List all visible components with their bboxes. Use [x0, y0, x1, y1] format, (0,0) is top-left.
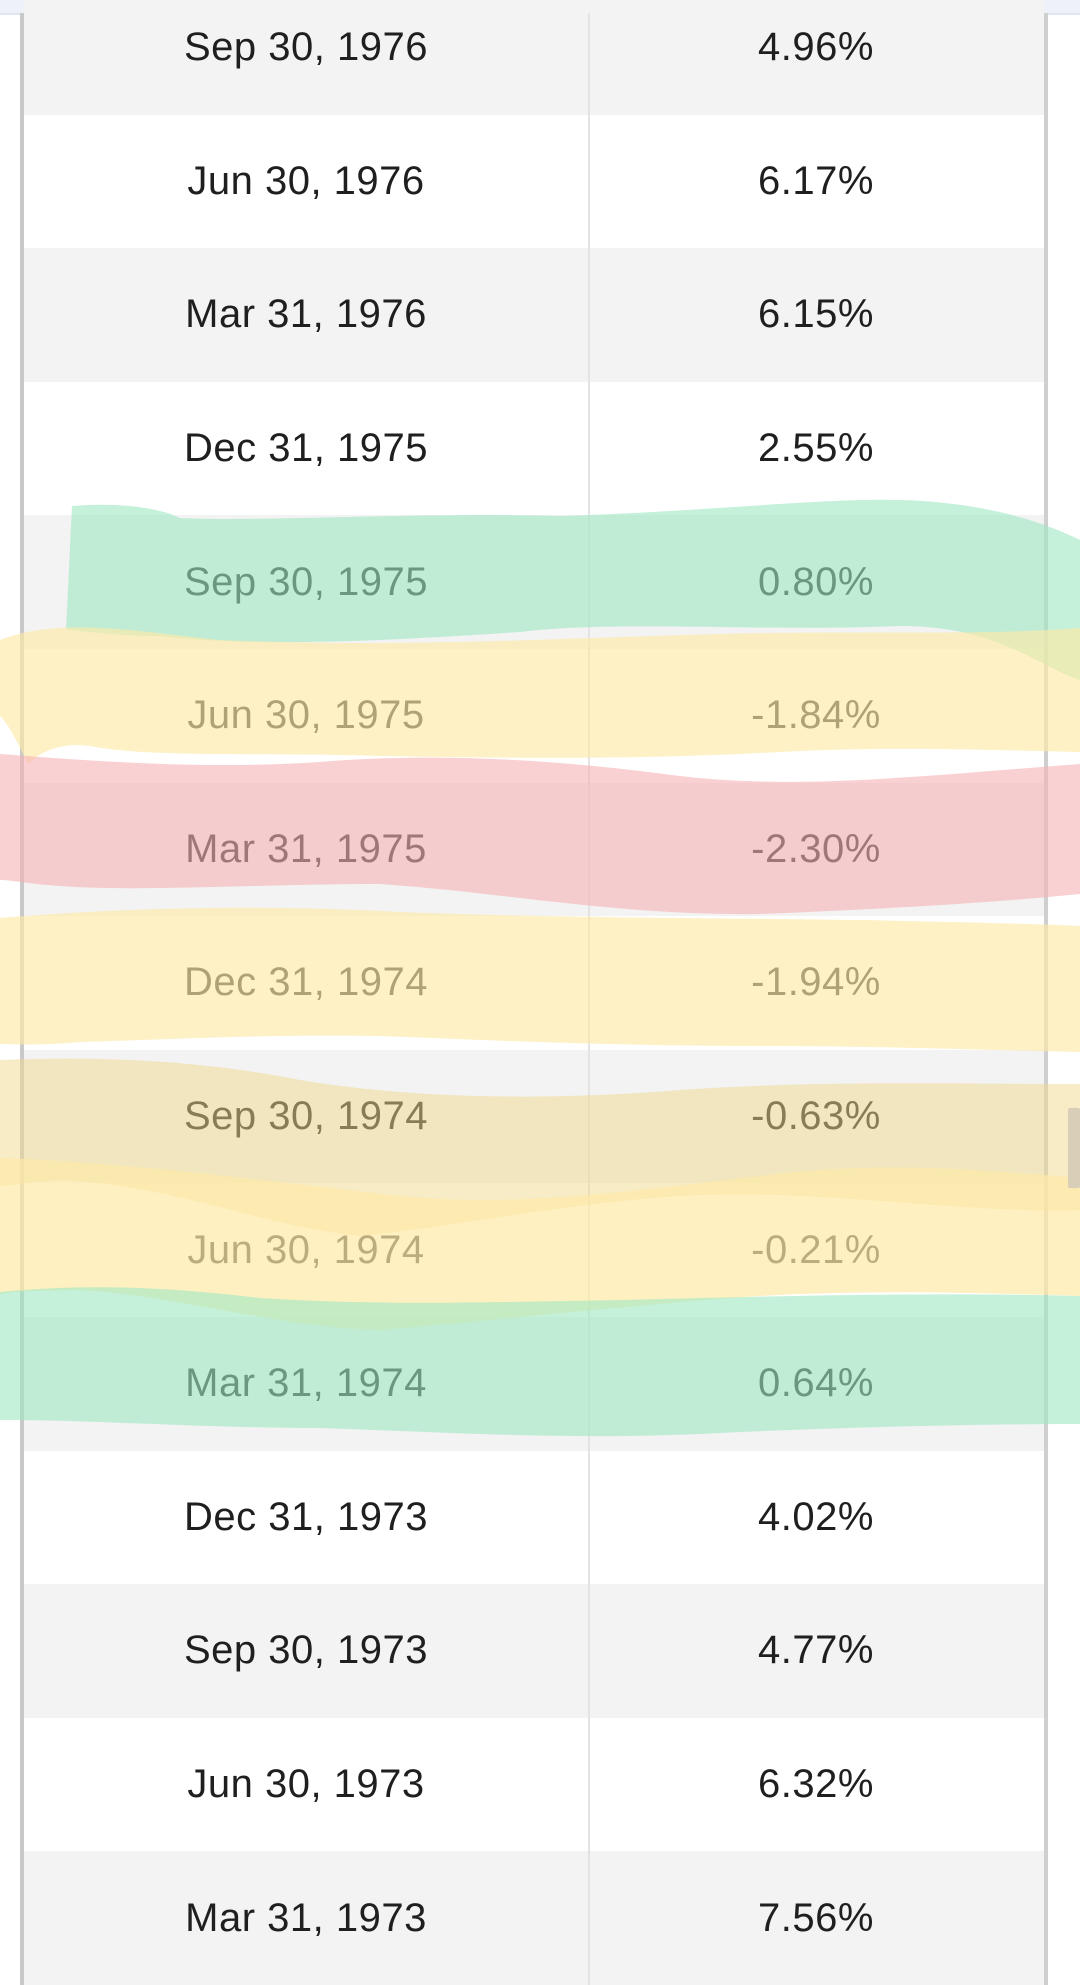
rate-cell: 7.56% — [758, 1895, 874, 1940]
table-row: Sep 30, 1975 0.80% — [24, 515, 1044, 649]
table-row: Mar 31, 1975 -2.30% — [24, 782, 1044, 917]
table-row: Mar 31, 1976 6.15% — [24, 248, 1044, 382]
rate-cell: 4.02% — [758, 1494, 874, 1539]
date-cell: Jun 30, 1973 — [187, 1762, 425, 1807]
scrollbar-thumb[interactable] — [1068, 1108, 1080, 1188]
table-row: Sep 30, 1976 4.96% — [24, 0, 1044, 115]
date-cell: Sep 30, 1976 — [184, 25, 428, 70]
date-cell: Jun 30, 1976 — [187, 158, 425, 203]
table-row: Dec 31, 1973 4.02% — [24, 1450, 1044, 1585]
table-row: Jun 30, 1973 6.32% — [24, 1717, 1044, 1852]
date-cell: Mar 31, 1975 — [185, 826, 427, 871]
rate-cell: 2.55% — [758, 426, 874, 471]
table-row: Jun 30, 1975 -1.84% — [24, 649, 1044, 783]
rate-cell: -0.63% — [751, 1094, 881, 1139]
date-cell: Dec 31, 1975 — [184, 426, 428, 471]
table-row: Dec 31, 1975 2.55% — [24, 381, 1044, 516]
rate-cell: 6.32% — [758, 1762, 874, 1807]
table-right-border — [1044, 13, 1048, 1985]
rate-cell: -0.21% — [751, 1227, 881, 1272]
date-cell: Mar 31, 1973 — [185, 1895, 427, 1940]
date-cell: Dec 31, 1974 — [184, 960, 428, 1005]
table-row: Sep 30, 1974 -0.63% — [24, 1049, 1044, 1184]
table-row: Sep 30, 1973 4.77% — [24, 1584, 1044, 1718]
table-row: Jun 30, 1976 6.17% — [24, 114, 1044, 249]
rate-cell: 6.17% — [758, 158, 874, 203]
rate-cell: 4.77% — [758, 1628, 874, 1673]
date-cell: Jun 30, 1974 — [187, 1227, 425, 1272]
rate-cell: 6.15% — [758, 292, 874, 337]
date-cell: Dec 31, 1973 — [184, 1494, 428, 1539]
rate-cell: 4.96% — [758, 25, 874, 70]
rate-cell: 0.80% — [758, 559, 874, 604]
rate-cell: -1.94% — [751, 960, 881, 1005]
date-cell: Sep 30, 1973 — [184, 1628, 428, 1673]
table-row: Jun 30, 1974 -0.21% — [24, 1183, 1044, 1317]
table-row: Dec 31, 1974 -1.94% — [24, 916, 1044, 1050]
date-cell: Mar 31, 1976 — [185, 292, 427, 337]
rate-cell: -1.84% — [751, 693, 881, 738]
date-cell: Sep 30, 1974 — [184, 1094, 428, 1139]
rate-cell: 0.64% — [758, 1361, 874, 1406]
rate-cell: -2.30% — [751, 826, 881, 871]
date-cell: Sep 30, 1975 — [184, 559, 428, 604]
table-row: Mar 31, 1974 0.64% — [24, 1317, 1044, 1451]
table-row: Mar 31, 1973 7.56% — [24, 1851, 1044, 1985]
date-cell: Mar 31, 1974 — [185, 1361, 427, 1406]
date-cell: Jun 30, 1975 — [187, 693, 425, 738]
